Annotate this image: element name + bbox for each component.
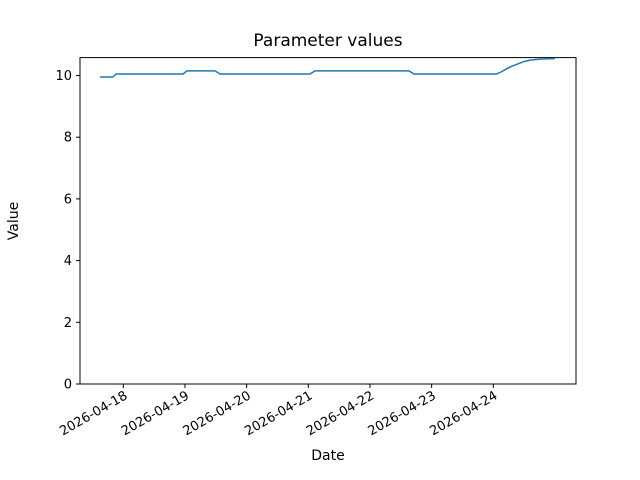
x-tick-label: 2026-04-23 bbox=[366, 388, 439, 439]
x-tick-label: 2026-04-24 bbox=[427, 388, 500, 439]
x-tick-label: 2026-04-22 bbox=[304, 388, 377, 439]
x-tick-label: 2026-04-20 bbox=[181, 388, 254, 439]
x-axis-label: Date bbox=[311, 448, 345, 464]
chart-title: Parameter values bbox=[253, 31, 403, 51]
axes-frame bbox=[79, 57, 577, 385]
y-axis-label: Value bbox=[6, 201, 22, 241]
y-tick-label: 4 bbox=[64, 254, 72, 269]
x-tick-label: 2026-04-21 bbox=[242, 388, 315, 439]
y-tick-label: 0 bbox=[64, 378, 72, 393]
y-tick-label: 10 bbox=[55, 69, 72, 84]
y-tick-label: 6 bbox=[64, 192, 72, 207]
y-tick-label: 8 bbox=[64, 131, 72, 146]
x-tick-label: 2026-04-19 bbox=[119, 388, 192, 439]
series-line bbox=[100, 57, 556, 78]
y-tick-label: 2 bbox=[64, 316, 72, 331]
x-tick-label: 2026-04-18 bbox=[57, 388, 130, 439]
